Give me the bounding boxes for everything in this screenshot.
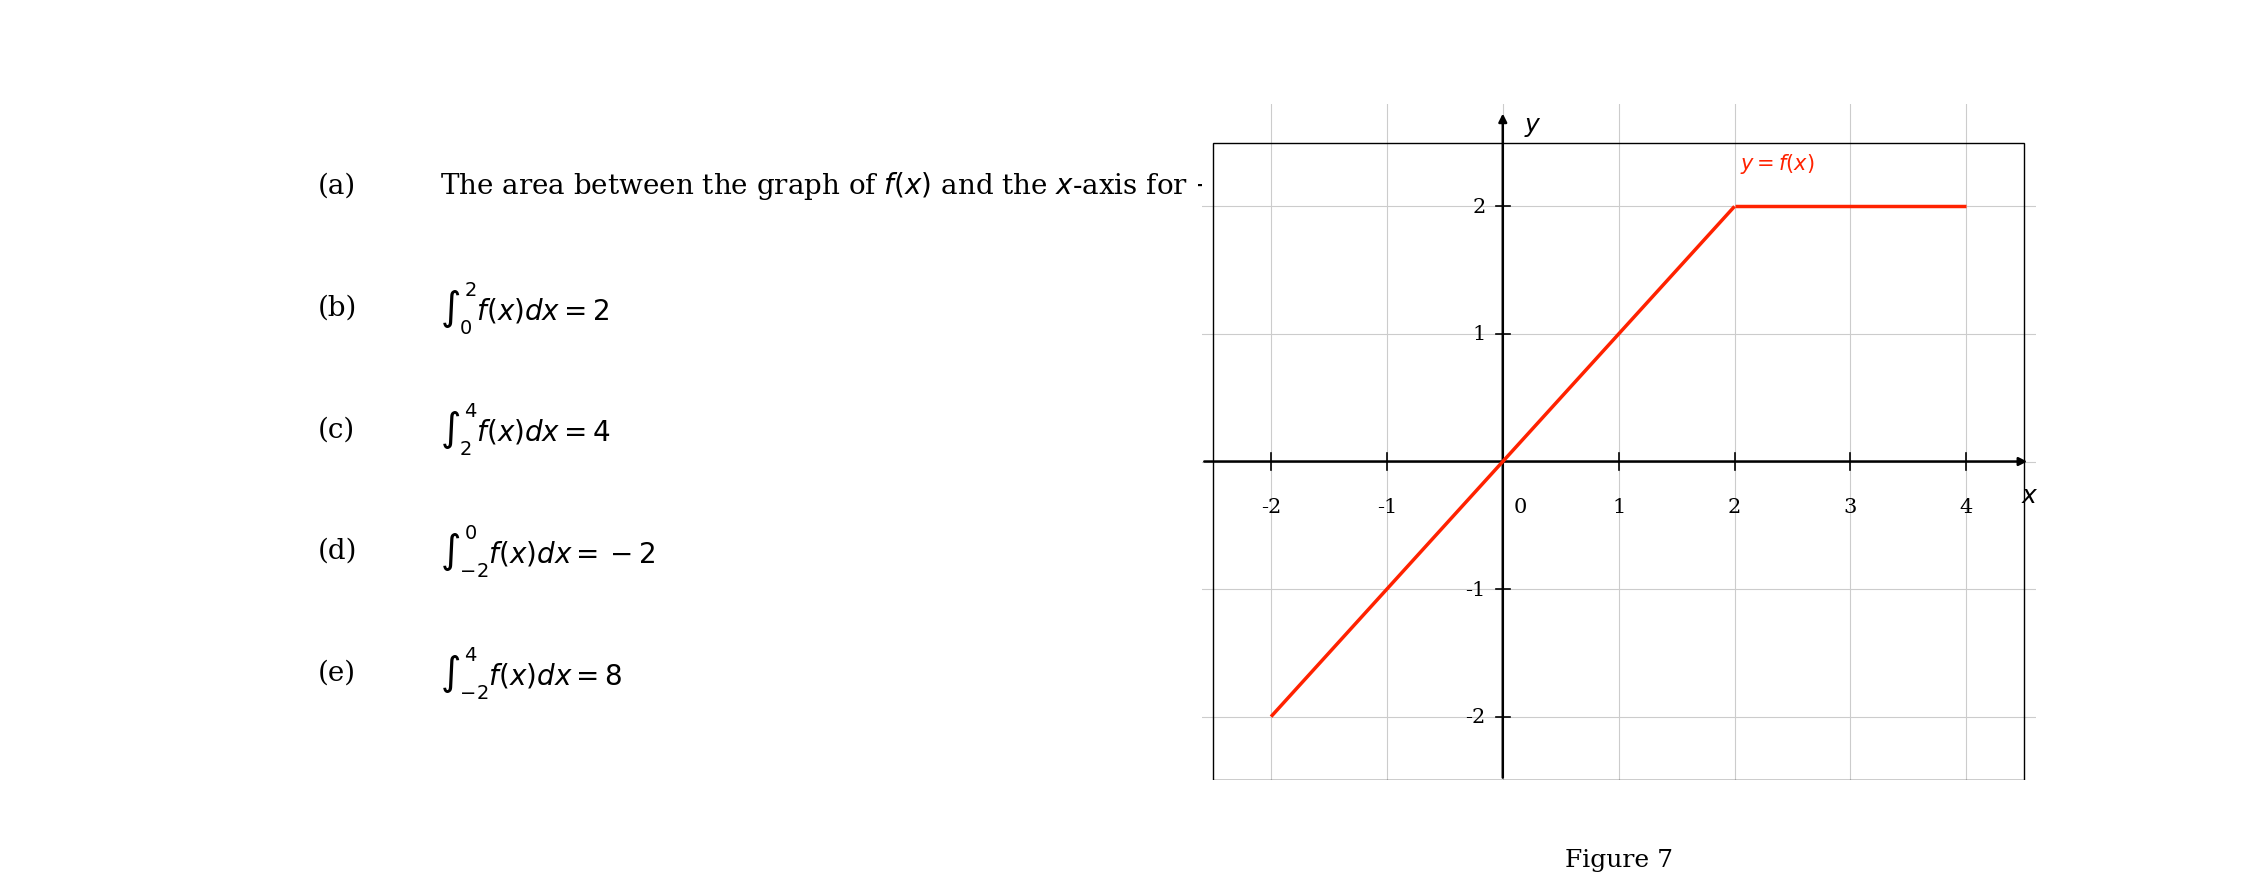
Text: 3: 3: [1844, 497, 1857, 517]
Text: $\int_2^4 f(x)dx = 4$: $\int_2^4 f(x)dx = 4$: [441, 401, 611, 458]
Text: $\int_{-2}^4 f(x)dx = 8$: $\int_{-2}^4 f(x)dx = 8$: [441, 645, 622, 701]
Text: 2: 2: [1473, 197, 1486, 217]
Text: (d): (d): [317, 538, 357, 565]
Text: -2: -2: [1466, 708, 1486, 726]
Text: 4: 4: [1959, 497, 1972, 517]
Text: $y$: $y$: [1525, 116, 1540, 139]
Text: $x$: $x$: [2022, 485, 2038, 508]
Text: The area between the graph of $f(x)$ and the $x$-axis for $-2 \leq x \leq 4$ is : The area between the graph of $f(x)$ and…: [441, 170, 1529, 203]
Text: 2: 2: [1728, 497, 1742, 517]
Text: -1: -1: [1466, 580, 1486, 599]
Text: (b): (b): [317, 295, 357, 321]
Text: -1: -1: [1378, 497, 1398, 517]
Text: $\int_0^2 f(x)dx = 2$: $\int_0^2 f(x)dx = 2$: [441, 280, 611, 336]
Text: (c): (c): [317, 416, 355, 443]
Text: (a): (a): [317, 173, 355, 200]
Text: 1: 1: [1613, 497, 1626, 517]
Text: Figure 7: Figure 7: [1565, 848, 1672, 871]
Text: $y = f(x)$: $y = f(x)$: [1739, 152, 1814, 175]
Text: $\int_{-2}^0 f(x)dx = -2$: $\int_{-2}^0 f(x)dx = -2$: [441, 523, 656, 579]
Text: 1: 1: [1473, 325, 1486, 344]
Text: -2: -2: [1260, 497, 1280, 517]
Text: 0: 0: [1513, 497, 1527, 517]
Text: (e): (e): [317, 659, 355, 686]
